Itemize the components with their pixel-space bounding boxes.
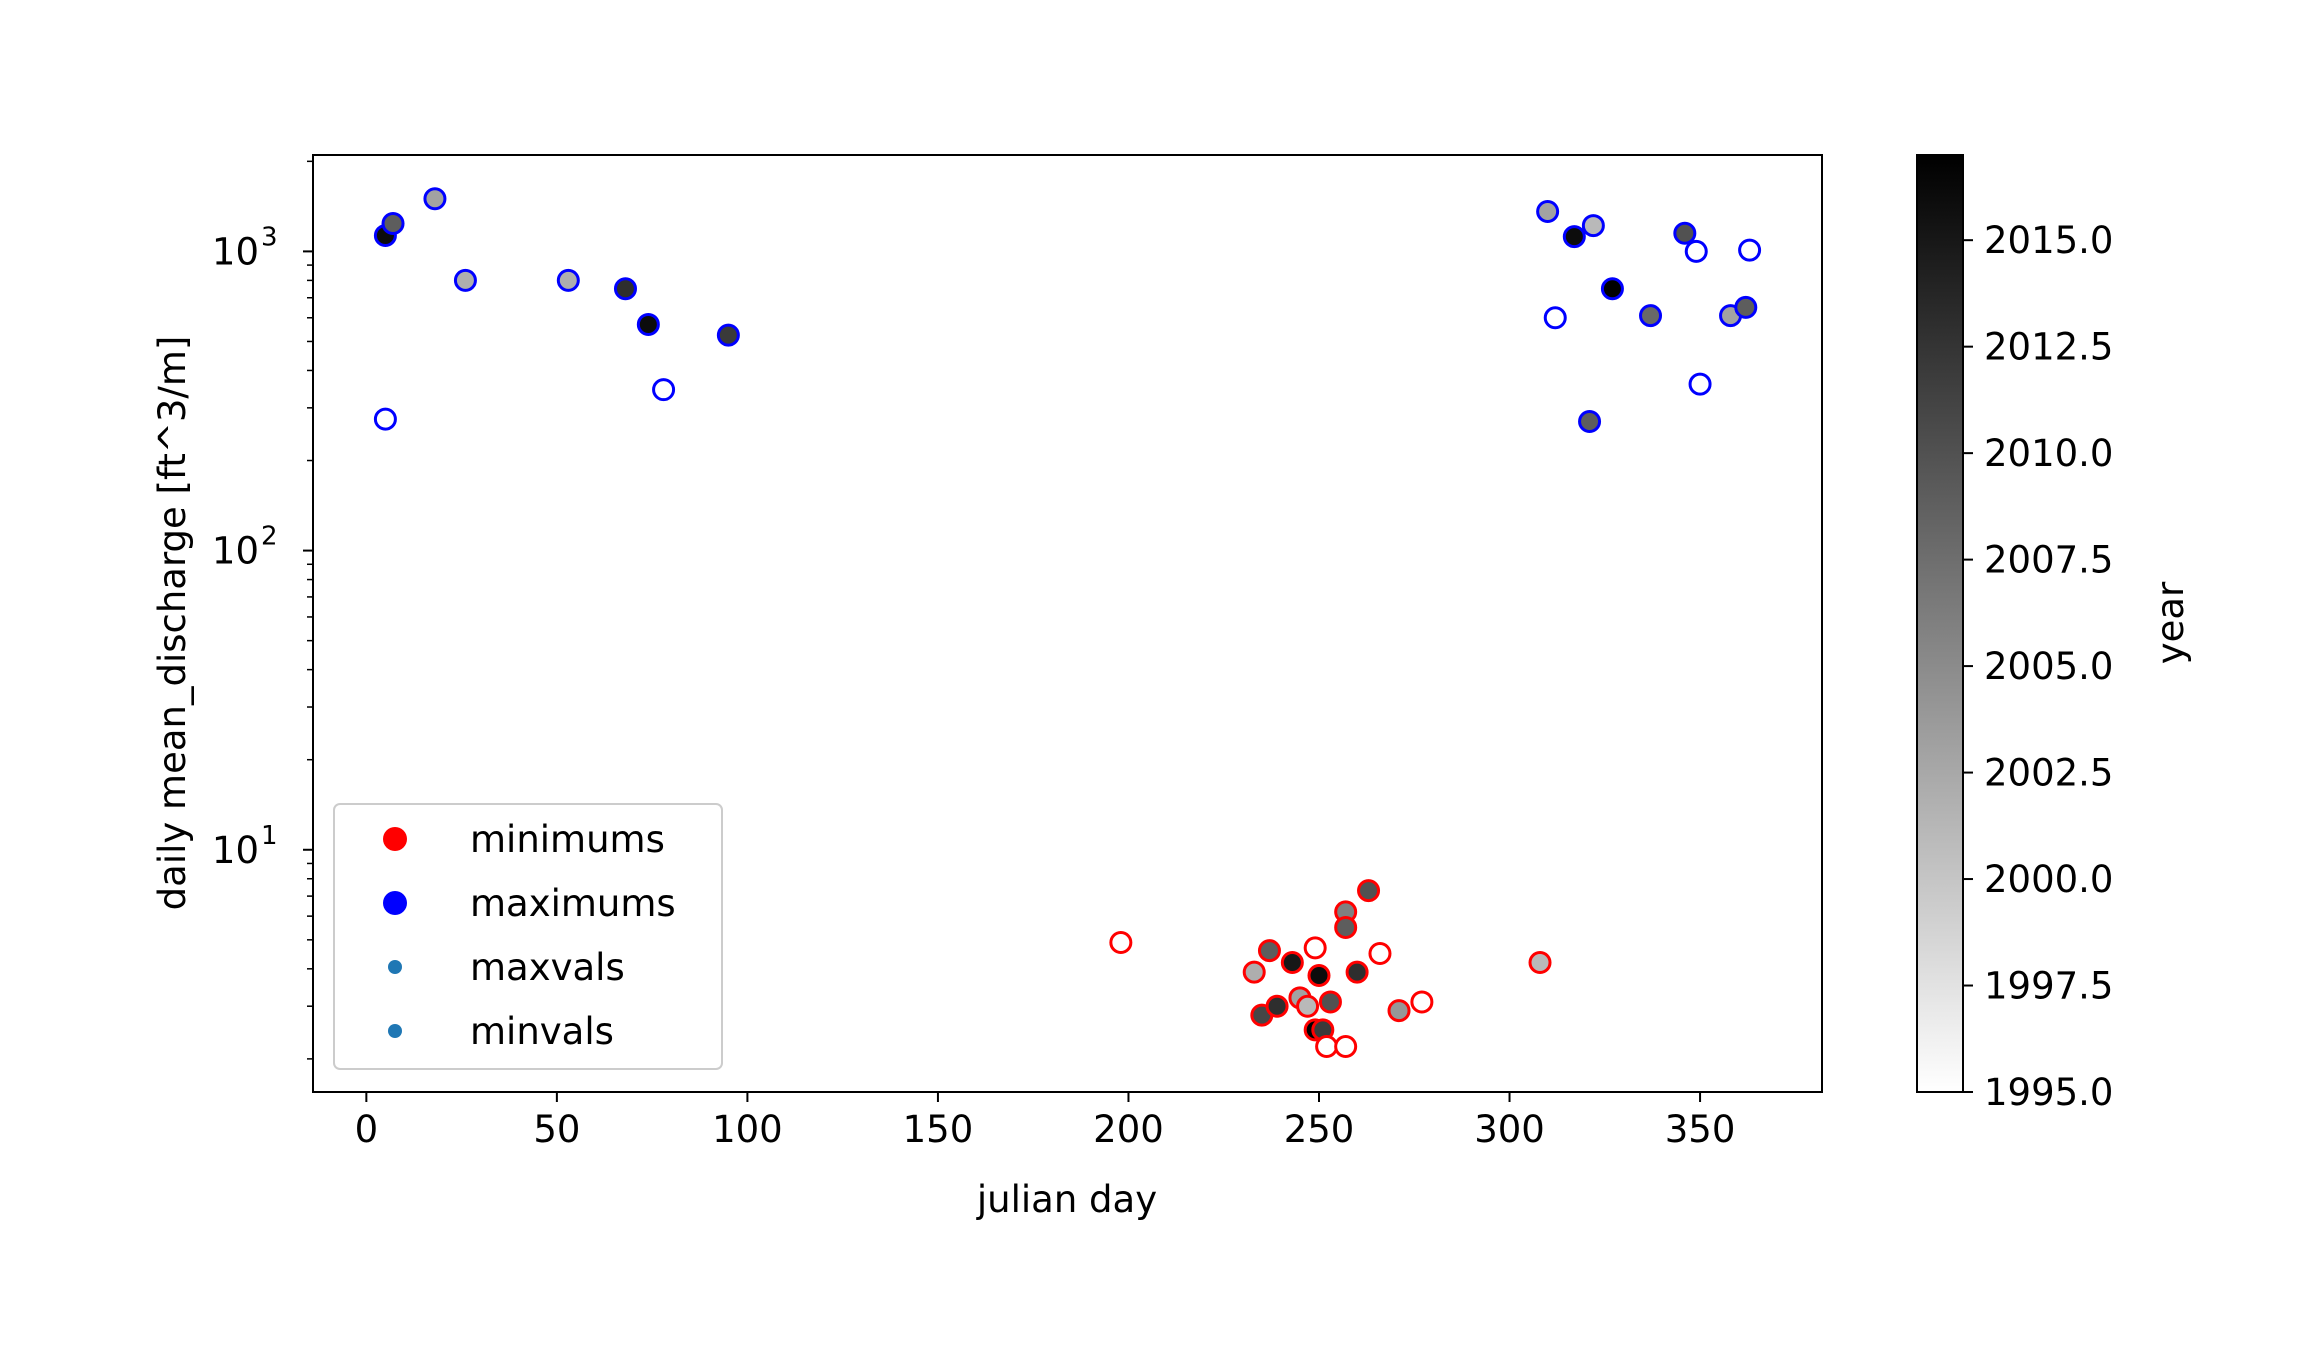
colorbar-tick-label: 2000.0 [1984, 858, 2113, 901]
colorbar-label: year [2149, 581, 2192, 664]
maximums-point [1688, 372, 1712, 396]
minimums-point [1368, 942, 1392, 966]
colorbar-tick-label: 2010.0 [1984, 432, 2113, 475]
maximums-point [1673, 221, 1697, 245]
maximums-point [1536, 199, 1560, 223]
maximums-point [1562, 225, 1586, 249]
x-axis-label: julian day [976, 1178, 1157, 1221]
maximums-point [556, 268, 580, 292]
maximums-point [716, 323, 740, 347]
plot-points [373, 187, 1762, 1058]
minimums-point [1242, 960, 1266, 984]
minimums-point [1296, 994, 1320, 1018]
colorbar-ticks: 1995.0 1997.5 2000.0 2002.5 2005.0 2007.5 2010… [1963, 219, 2113, 1114]
colorbar-gradient [1916, 154, 1964, 1093]
maximums-point [1639, 304, 1663, 328]
colorbar-tick-label: 2015.0 [1984, 219, 2113, 262]
minimums-series [1109, 879, 1552, 1058]
y-tick-label: 10 [212, 230, 259, 273]
minimums-point [1307, 963, 1331, 987]
minimums-point [1334, 1034, 1358, 1058]
y-tick-exponent: 1 [261, 821, 278, 851]
maximums-point [613, 277, 637, 301]
minimums-point [1345, 960, 1369, 984]
x-tick-label: 350 [1665, 1108, 1736, 1151]
y-tick-exponent: 3 [261, 222, 278, 252]
minimums-point [1109, 930, 1133, 954]
maximums-point [1581, 214, 1605, 238]
minimums-point [1410, 990, 1434, 1014]
maximums-series [373, 187, 1762, 434]
legend-entries: minimums maximums maxvals minvals [383, 818, 676, 1053]
maximums-point [652, 378, 676, 402]
colorbar-tick-label: 2007.5 [1984, 539, 2113, 582]
legend-box [333, 803, 723, 1070]
maximums-point [1600, 277, 1624, 301]
x-tick-label: 200 [1093, 1108, 1164, 1151]
maximums-point [1738, 238, 1762, 262]
maximums-point [1578, 410, 1602, 434]
plot-area-frame [312, 154, 1823, 1093]
minimums-point [1257, 939, 1281, 963]
legend-label-minimums: minimums [470, 818, 665, 861]
maximums-point [381, 211, 405, 235]
minimums-point [1303, 936, 1327, 960]
legend: minimums maximums maxvals minvals [333, 803, 723, 1070]
maximums-point [1684, 239, 1708, 263]
legend-marker-minimums [383, 827, 407, 851]
colorbar-tick-label: 1995.0 [1984, 1071, 2113, 1114]
legend-marker-minvals [388, 1024, 402, 1038]
maximums-point [453, 268, 477, 292]
x-tick-label: 300 [1474, 1108, 1545, 1151]
legend-label-maximums: maximums [470, 882, 676, 925]
y-tick-label: 10 [212, 530, 259, 573]
minimums-point [1280, 950, 1304, 974]
minimums-point [1315, 1034, 1339, 1058]
maximums-point [423, 187, 447, 211]
legend-label-maxvals: maxvals [470, 946, 625, 989]
colorbar-tick-label: 1997.5 [1984, 965, 2113, 1008]
x-axis-ticks: 0 50 100 150 200 250 300 350 [355, 1092, 1736, 1151]
maximums-point [1734, 295, 1758, 319]
minimums-point [1334, 915, 1358, 939]
colorbar-tick-label: 2005.0 [1984, 645, 2113, 688]
maximums-point [1543, 306, 1567, 330]
minimums-point [1528, 950, 1552, 974]
minimums-point [1265, 994, 1289, 1018]
legend-marker-maxvals [388, 960, 402, 974]
maximums-point [373, 407, 397, 431]
x-tick-label: 250 [1284, 1108, 1355, 1151]
x-tick-label: 0 [355, 1108, 379, 1151]
legend-label-minvals: minvals [470, 1010, 614, 1053]
x-tick-label: 150 [903, 1108, 974, 1151]
y-tick-label: 10 [212, 829, 259, 872]
colorbar: 1995.0 1997.5 2000.0 2002.5 2005.0 2007.5 2010… [1916, 154, 2192, 1114]
minimums-point [1357, 879, 1381, 903]
minimums-point [1318, 990, 1342, 1014]
x-tick-label: 50 [533, 1108, 580, 1151]
colorbar-tick-label: 2002.5 [1984, 752, 2113, 795]
legend-marker-maximums [383, 891, 407, 915]
y-tick-exponent: 2 [261, 522, 278, 552]
x-tick-label: 100 [712, 1108, 783, 1151]
y-axis-label: daily mean_discharge [ft^3/m] [151, 336, 194, 911]
colorbar-tick-label: 2012.5 [1984, 326, 2113, 369]
maximums-point [636, 312, 660, 336]
minimums-point [1387, 999, 1411, 1023]
